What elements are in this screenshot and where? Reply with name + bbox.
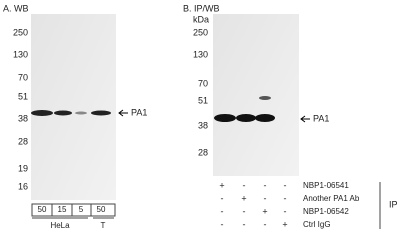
marker-label: 38	[198, 120, 208, 130]
arrow-b	[300, 115, 310, 123]
treatment-mark: -	[264, 219, 267, 229]
lane-label: 50	[97, 205, 106, 214]
treatment-mark: -	[284, 180, 287, 190]
side-label: IP	[389, 199, 398, 209]
bands-a	[31, 110, 111, 116]
lane-label: 5	[79, 205, 84, 214]
panel-a-title: A. WB	[3, 3, 29, 13]
treatment-mark: -	[243, 206, 246, 216]
treatment-mark: -	[284, 206, 287, 216]
marker-label: 51	[18, 91, 28, 101]
treatment-mark: -	[221, 193, 224, 203]
treatment-mark: +	[241, 193, 246, 203]
bands-b	[214, 96, 275, 122]
blot-a	[31, 14, 116, 200]
marker-label: 28	[198, 147, 208, 157]
treatment-mark: -	[264, 193, 267, 203]
row-label: NBP1-06541	[303, 181, 349, 190]
row-label: Another PA1 Ab	[303, 194, 360, 203]
row-label: Ctrl IgG	[303, 220, 331, 229]
figure: A. WB PA1 B. IP/WB kDa PA1 IP 2501307051…	[3, 3, 398, 230]
treatment-mark: -	[284, 193, 287, 203]
treatment-mark: -	[221, 206, 224, 216]
marker-label: 51	[198, 95, 208, 105]
lane-label: 15	[58, 205, 67, 214]
marker-label: 38	[18, 113, 28, 123]
treatment-mark: +	[219, 180, 224, 190]
treatment-mark: +	[262, 206, 267, 216]
marker-label: 130	[13, 49, 28, 59]
band-label-a: PA1	[131, 107, 147, 117]
marker-label: 19	[18, 163, 28, 173]
treatment-mark: -	[264, 180, 267, 190]
group-label: HeLa	[50, 221, 70, 230]
marker-label: 28	[18, 136, 28, 146]
treatment-mark: -	[221, 219, 224, 229]
row-label: NBP1-06542	[303, 207, 349, 216]
marker-label: 16	[18, 181, 28, 191]
marker-label: 130	[193, 49, 208, 59]
treatment-mark: +	[282, 219, 287, 229]
marker-label: 250	[13, 27, 28, 37]
marker-label: 70	[18, 72, 28, 82]
unit-label: kDa	[193, 14, 209, 24]
treatment-mark: -	[243, 180, 246, 190]
band-label-b: PA1	[313, 113, 329, 123]
lane-label: 50	[38, 205, 47, 214]
arrow-a	[118, 109, 128, 117]
panel-b-title: B. IP/WB	[183, 3, 220, 13]
group-label: T	[101, 221, 106, 230]
marker-label: 250	[193, 27, 208, 37]
blot-b	[213, 14, 299, 176]
marker-label: 70	[198, 78, 208, 88]
treatment-mark: -	[243, 219, 246, 229]
lane-boxes-a	[31, 203, 116, 219]
